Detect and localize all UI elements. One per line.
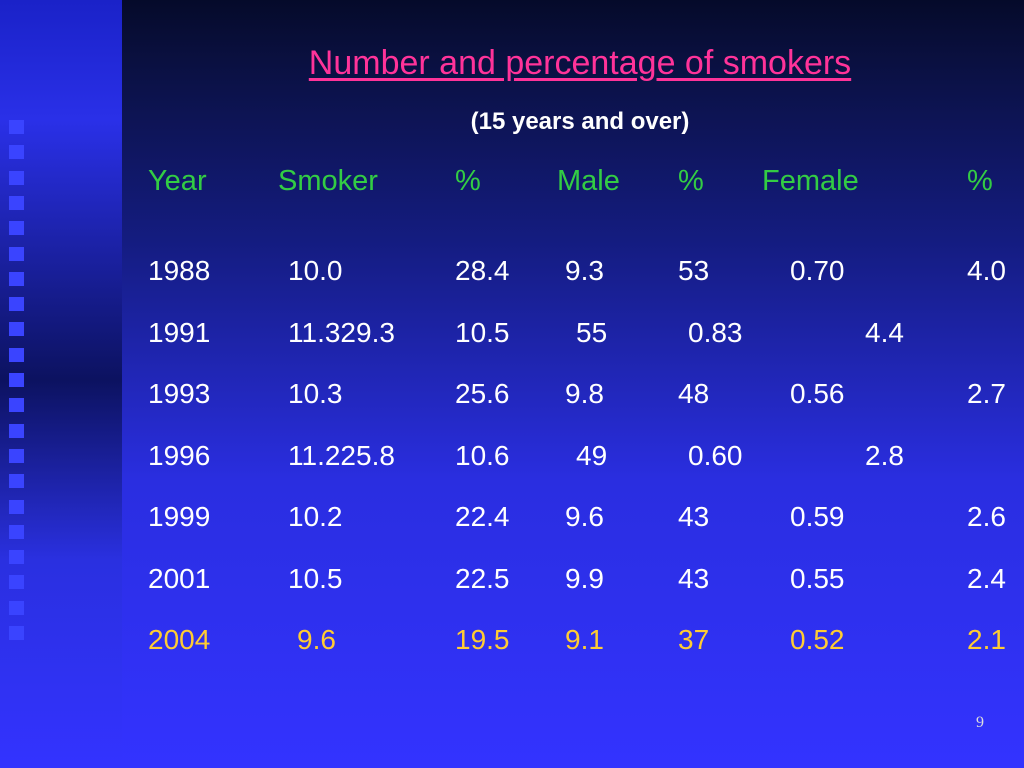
- decor-square: [9, 221, 24, 236]
- table-cell: 43: [678, 501, 710, 532]
- table-cell: 2.1: [967, 624, 1006, 655]
- table-cell: 9.6: [565, 501, 604, 532]
- decor-square: [9, 550, 24, 565]
- decor-square: [9, 626, 24, 640]
- table-cell: 25.6: [455, 378, 510, 409]
- decor-square: [9, 499, 24, 514]
- table-cell: 2.6: [967, 501, 1006, 532]
- table-cell: 0.52: [790, 624, 845, 655]
- table-cell: 2004: [148, 624, 211, 655]
- decor-square: [9, 145, 24, 160]
- table-cell: 22.5: [455, 562, 510, 594]
- column-header: Smoker: [278, 165, 378, 197]
- table-cell: 0.60: [688, 439, 743, 471]
- table-cell: 2.7: [967, 378, 1006, 409]
- table-cell: 0.55: [790, 562, 845, 594]
- decor-square: [9, 474, 24, 489]
- table-cell: 10.3: [288, 378, 343, 409]
- table-cell: 9.3: [565, 255, 604, 286]
- decor-square: [9, 170, 24, 185]
- decor-square: [9, 423, 24, 438]
- column-header: %: [455, 165, 481, 197]
- table-cell: 11.329.3: [288, 316, 395, 348]
- decor-square: [9, 271, 24, 286]
- table-cell: 10.2: [288, 501, 343, 532]
- table-cell: 10.6: [455, 439, 510, 471]
- table-cell: 1988: [148, 255, 211, 286]
- column-header: Year: [148, 165, 207, 197]
- table-cell: 43: [678, 562, 710, 594]
- table-cell: 0.59: [790, 501, 845, 532]
- table-cell: 9.9: [565, 562, 604, 594]
- decor-square: [9, 398, 24, 413]
- table-cell: 1993: [148, 378, 211, 409]
- title: Number and percentage of smokers: [308, 44, 852, 82]
- decor-square: [9, 575, 24, 590]
- subtitle: (15 years and over): [470, 108, 690, 135]
- decor-square: [9, 373, 24, 387]
- table-cell: 9.8: [565, 378, 604, 409]
- table-cell: 2001: [148, 562, 211, 594]
- table-cell: 55: [576, 316, 608, 348]
- table-cell: 0.83: [688, 316, 743, 348]
- column-header: Male: [557, 165, 620, 197]
- table-cell: 28.4: [455, 255, 510, 286]
- table-cell: 9.6: [297, 624, 336, 655]
- table-cell: 4.4: [865, 316, 904, 348]
- table-cell: 10.0: [288, 255, 343, 286]
- table-cell: 37: [678, 624, 710, 655]
- table-cell: 0.70: [790, 255, 845, 286]
- column-header: %: [967, 165, 993, 197]
- page-number: 9: [976, 714, 984, 731]
- table-cell: 1996: [148, 439, 211, 471]
- table-cell: 2.8: [865, 439, 904, 471]
- decor-square: [9, 524, 24, 539]
- decor-square: [9, 195, 24, 210]
- column-header: %: [678, 165, 704, 197]
- table-cell: 22.4: [455, 501, 510, 532]
- decor-square: [9, 600, 24, 615]
- table-cell: 10.5: [455, 316, 510, 348]
- decor-square: [9, 322, 24, 337]
- table-cell: 0.56: [790, 378, 845, 409]
- table-cell: 11.225.8: [288, 439, 395, 471]
- decor-square: [9, 297, 24, 312]
- table-cell: 10.5: [288, 562, 343, 594]
- decor-square: [9, 246, 24, 261]
- decor-square: [9, 347, 24, 362]
- table-cell: 1991: [148, 316, 211, 348]
- side-strip: [0, 0, 122, 768]
- table-cell: 1999: [148, 501, 211, 532]
- table-cell: 2.4: [967, 562, 1006, 594]
- table-cell: 48: [678, 378, 710, 409]
- column-header: Female: [762, 165, 859, 197]
- table-cell: 53: [678, 255, 710, 286]
- table-cell: 19.5: [455, 624, 510, 655]
- decor-square: [9, 448, 24, 463]
- table-cell: 9.1: [565, 624, 604, 655]
- decor-square: [9, 120, 24, 134]
- table-cell: 49: [576, 439, 608, 471]
- table-cell: 4.0: [967, 255, 1006, 286]
